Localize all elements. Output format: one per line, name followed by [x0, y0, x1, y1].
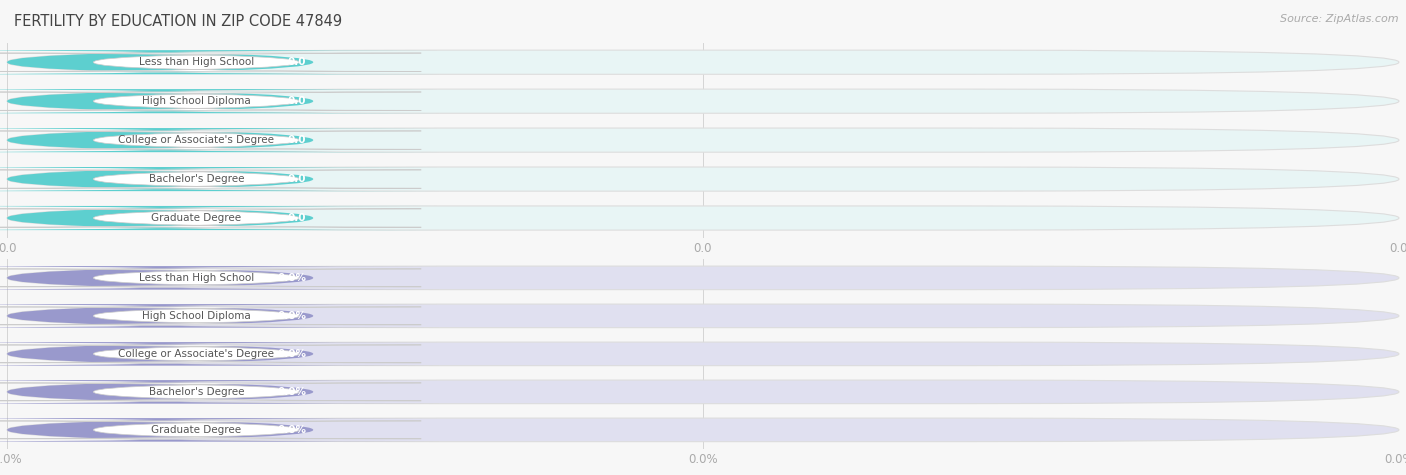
FancyBboxPatch shape — [0, 209, 422, 227]
Text: Bachelor's Degree: Bachelor's Degree — [149, 174, 245, 184]
FancyBboxPatch shape — [0, 167, 439, 191]
Text: 0.0%: 0.0% — [277, 425, 307, 435]
FancyBboxPatch shape — [0, 342, 439, 366]
FancyBboxPatch shape — [0, 131, 422, 149]
FancyBboxPatch shape — [7, 206, 1399, 230]
Text: 0.0%: 0.0% — [277, 273, 307, 283]
Text: College or Associate's Degree: College or Associate's Degree — [118, 135, 274, 145]
Text: 0.0: 0.0 — [288, 135, 307, 145]
FancyBboxPatch shape — [7, 342, 1399, 366]
FancyBboxPatch shape — [0, 92, 422, 110]
Text: Graduate Degree: Graduate Degree — [152, 213, 242, 223]
FancyBboxPatch shape — [7, 89, 1399, 113]
FancyBboxPatch shape — [7, 380, 1399, 404]
FancyBboxPatch shape — [0, 206, 439, 230]
FancyBboxPatch shape — [0, 128, 439, 152]
Text: College or Associate's Degree: College or Associate's Degree — [118, 349, 274, 359]
FancyBboxPatch shape — [0, 421, 422, 439]
FancyBboxPatch shape — [0, 304, 439, 328]
FancyBboxPatch shape — [0, 266, 439, 290]
FancyBboxPatch shape — [7, 167, 1399, 191]
Text: 0.0: 0.0 — [288, 174, 307, 184]
Text: 0.0: 0.0 — [288, 96, 307, 106]
FancyBboxPatch shape — [0, 269, 422, 287]
Text: High School Diploma: High School Diploma — [142, 311, 250, 321]
FancyBboxPatch shape — [7, 266, 1399, 290]
FancyBboxPatch shape — [7, 304, 1399, 328]
FancyBboxPatch shape — [0, 345, 422, 363]
Text: 0.0%: 0.0% — [277, 349, 307, 359]
Text: 0.0: 0.0 — [288, 57, 307, 67]
FancyBboxPatch shape — [0, 170, 422, 188]
FancyBboxPatch shape — [0, 307, 422, 325]
FancyBboxPatch shape — [7, 128, 1399, 152]
FancyBboxPatch shape — [7, 418, 1399, 442]
Text: 0.0: 0.0 — [288, 213, 307, 223]
FancyBboxPatch shape — [0, 89, 439, 113]
FancyBboxPatch shape — [0, 53, 422, 71]
Text: Less than High School: Less than High School — [139, 273, 254, 283]
Text: High School Diploma: High School Diploma — [142, 96, 250, 106]
Text: Bachelor's Degree: Bachelor's Degree — [149, 387, 245, 397]
Text: Less than High School: Less than High School — [139, 57, 254, 67]
FancyBboxPatch shape — [0, 418, 439, 442]
Text: Source: ZipAtlas.com: Source: ZipAtlas.com — [1281, 14, 1399, 24]
FancyBboxPatch shape — [7, 50, 1399, 74]
Text: FERTILITY BY EDUCATION IN ZIP CODE 47849: FERTILITY BY EDUCATION IN ZIP CODE 47849 — [14, 14, 342, 29]
FancyBboxPatch shape — [0, 50, 439, 74]
FancyBboxPatch shape — [0, 380, 439, 404]
FancyBboxPatch shape — [0, 383, 422, 401]
Text: 0.0%: 0.0% — [277, 311, 307, 321]
Text: Graduate Degree: Graduate Degree — [152, 425, 242, 435]
Text: 0.0%: 0.0% — [277, 387, 307, 397]
